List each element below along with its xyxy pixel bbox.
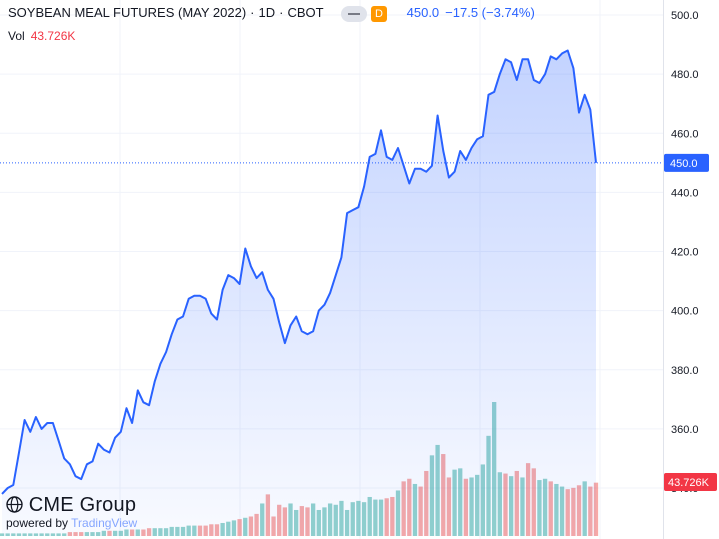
price-axis: 500.0 480.0 460.0 440.0 420.0 400.0 380.0 360.0…	[663, 0, 717, 539]
volume-value: 43.726K	[30, 29, 76, 43]
volume-legend: Vol 43.726K	[8, 29, 75, 43]
exchange-label: CBOT	[287, 5, 324, 20]
provider-name: TradingView	[71, 516, 138, 530]
y-tick-label: 500.0	[671, 10, 699, 22]
price-change: −17.5 (−3.74%)	[445, 5, 535, 20]
brand-name: CME Group	[28, 494, 137, 516]
last-price-badge	[664, 153, 709, 172]
price-area	[0, 49, 663, 536]
chart-header: SOYBEAN MEAL FUTURES (MAY 2022) · 1D · CBOT …	[8, 5, 535, 22]
price-line	[1, 49, 597, 495]
powered-by-text: powered by	[6, 516, 69, 530]
y-tick-label: 460.0	[671, 128, 699, 140]
y-tick-label: 480.0	[671, 69, 699, 81]
interval-label[interactable]: 1D	[258, 5, 276, 20]
last-volume-axis-label: 43.726K	[668, 477, 710, 489]
y-tick-label: 440.0	[671, 187, 699, 199]
symbol-title[interactable]: SOYBEAN MEAL FUTURES (MAY 2022)	[8, 5, 247, 20]
last-price-axis-label: 450.0	[670, 158, 698, 170]
last-price: 450.0	[406, 5, 440, 20]
y-tick-label: 420.0	[671, 247, 699, 259]
y-tick-label: 400.0	[671, 306, 699, 318]
collapse-toggle-icon[interactable]	[341, 5, 367, 22]
globe-icon	[6, 496, 23, 513]
y-tick-label: 360.0	[671, 424, 699, 436]
last-volume-badge	[664, 473, 717, 491]
delayed-badge[interactable]: D	[371, 5, 387, 22]
y-tick-label: 380.0	[671, 365, 699, 377]
volume-label: Vol	[8, 29, 25, 43]
brand-logo[interactable]: CME Group powered by TradingView	[6, 494, 137, 530]
